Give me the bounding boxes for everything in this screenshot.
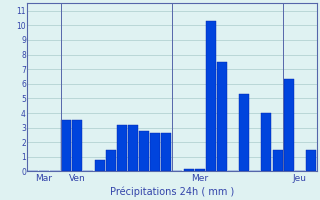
Bar	[161, 133, 171, 171]
Bar	[206, 21, 216, 171]
Bar	[195, 169, 205, 171]
Bar	[95, 160, 105, 171]
Bar	[128, 125, 138, 171]
Bar	[61, 120, 71, 171]
Bar	[106, 150, 116, 171]
Bar	[72, 120, 82, 171]
Bar	[117, 125, 127, 171]
Bar	[306, 150, 316, 171]
Bar	[139, 131, 149, 171]
X-axis label: Précipitations 24h ( mm ): Précipitations 24h ( mm )	[110, 186, 234, 197]
Bar	[273, 150, 283, 171]
Bar	[217, 62, 227, 171]
Bar	[150, 133, 160, 171]
Bar	[261, 113, 271, 171]
Bar	[184, 169, 194, 171]
Bar	[239, 94, 249, 171]
Bar	[284, 79, 294, 171]
